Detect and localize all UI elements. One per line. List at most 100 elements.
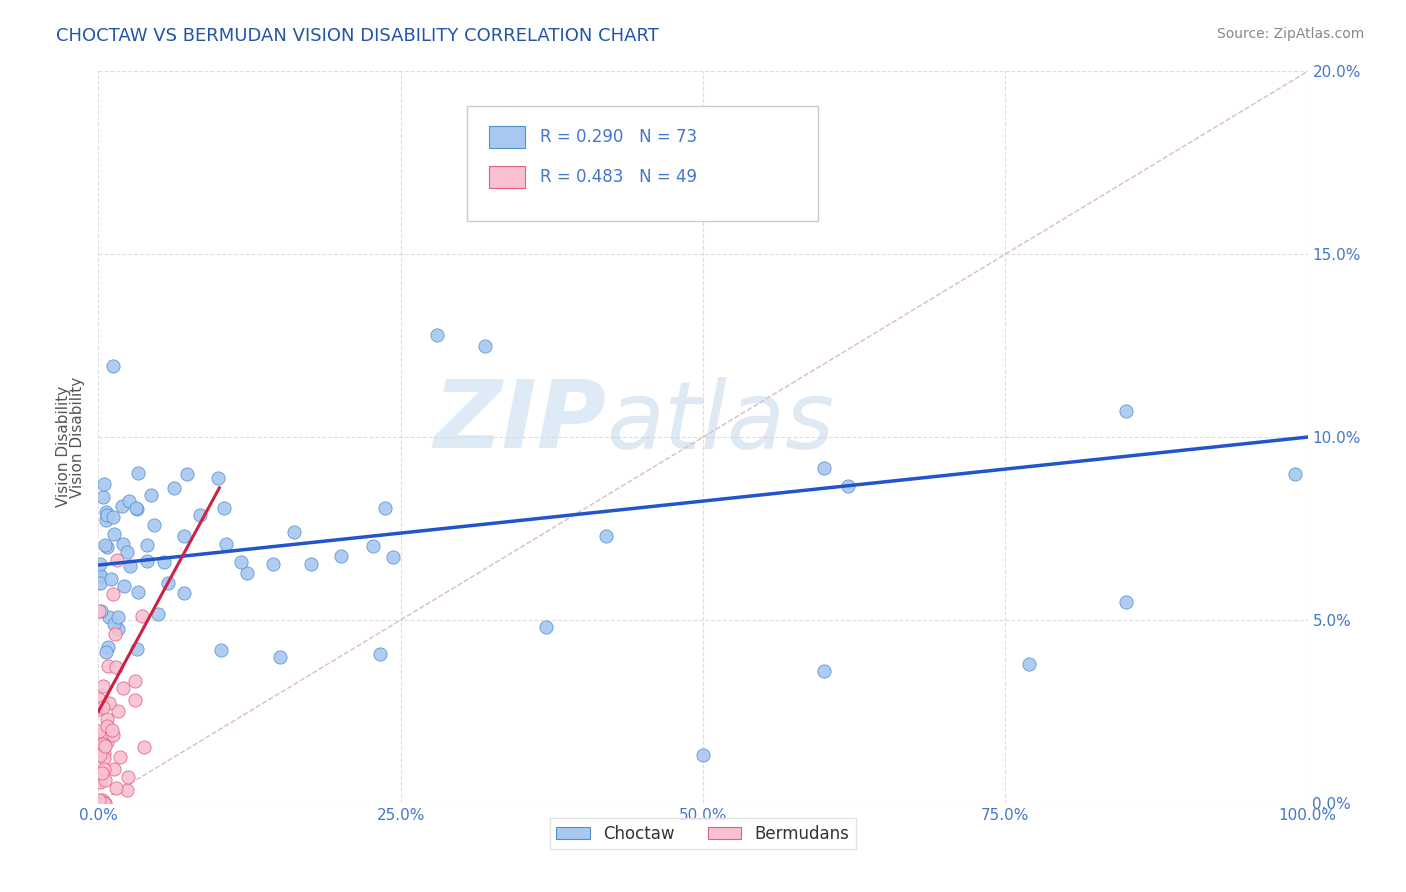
Point [96, 508, 118, 523]
Text: atlas: atlas [606, 377, 835, 468]
Point [692, 748, 714, 763]
Point [1115, 594, 1137, 608]
Point [96, 734, 118, 748]
Point [152, 555, 174, 569]
Point [107, 704, 129, 718]
Point [361, 539, 384, 553]
Point [105, 660, 128, 674]
Point [111, 537, 134, 551]
Point [90, 739, 112, 754]
Point [215, 537, 238, 551]
Point [111, 499, 134, 513]
Y-axis label: Vision Disability: Vision Disability [69, 376, 84, 498]
Point [104, 627, 127, 641]
Point [97, 659, 120, 673]
Point [91, 793, 114, 807]
Point [93, 762, 115, 776]
Point [91, 700, 114, 714]
Bar [489, 167, 526, 188]
Point [93, 796, 115, 810]
Point [127, 585, 149, 599]
Point [91, 490, 114, 504]
Point [101, 728, 124, 742]
Point [262, 557, 284, 571]
Point [91, 728, 114, 742]
Point [89, 772, 111, 787]
Point [100, 572, 122, 586]
Point [136, 538, 159, 552]
Point [813, 461, 835, 475]
Point [91, 737, 114, 751]
Point [96, 726, 118, 740]
Point [131, 609, 153, 624]
Point [97, 640, 120, 654]
Point [87, 604, 110, 618]
Point [115, 782, 138, 797]
Point [299, 557, 322, 571]
Point [91, 679, 114, 693]
Point [117, 770, 139, 784]
Point [214, 501, 236, 516]
Point [111, 681, 134, 695]
FancyBboxPatch shape [467, 106, 818, 221]
Point [283, 524, 305, 539]
Point [91, 766, 114, 780]
Point [381, 550, 404, 565]
Point [176, 467, 198, 481]
Point [229, 555, 252, 569]
Point [103, 587, 125, 601]
Point [93, 746, 115, 760]
Point [269, 649, 291, 664]
Point [668, 120, 690, 134]
Point [1018, 657, 1040, 671]
Point [534, 620, 557, 634]
Point [103, 617, 125, 632]
Point [97, 609, 120, 624]
Point [97, 696, 120, 710]
Point [426, 327, 449, 342]
Point [837, 479, 859, 493]
Point [1284, 467, 1306, 481]
Point [89, 747, 111, 762]
Point [94, 513, 117, 527]
Point [1115, 404, 1137, 418]
Point [101, 359, 124, 374]
Text: ZIP: ZIP [433, 376, 606, 468]
Point [107, 622, 129, 636]
Text: R = 0.483   N = 49: R = 0.483 N = 49 [540, 169, 697, 186]
Point [89, 557, 111, 571]
Point [329, 549, 352, 564]
Point [118, 493, 141, 508]
Point [104, 780, 127, 795]
Point [96, 719, 118, 733]
Point [89, 576, 111, 591]
Point [474, 338, 496, 352]
Point [94, 505, 117, 519]
Point [148, 607, 170, 621]
Point [96, 712, 118, 726]
Point [89, 568, 111, 582]
Point [87, 793, 110, 807]
Point [94, 727, 117, 741]
Point [90, 570, 112, 584]
Text: Vision Disability: Vision Disability [56, 385, 70, 507]
Point [87, 702, 110, 716]
Point [94, 538, 117, 552]
Point [93, 773, 115, 788]
Point [124, 674, 146, 689]
Point [89, 692, 111, 706]
Point [93, 751, 115, 765]
Point [813, 664, 835, 678]
Point [157, 575, 180, 590]
Text: CHOCTAW VS BERMUDAN VISION DISABILITY CORRELATION CHART: CHOCTAW VS BERMUDAN VISION DISABILITY CO… [56, 27, 659, 45]
Point [127, 467, 149, 481]
Point [173, 529, 195, 543]
Point [108, 749, 131, 764]
Point [139, 488, 162, 502]
Point [173, 585, 195, 599]
Point [209, 643, 232, 657]
Point [117, 545, 139, 559]
Point [118, 559, 141, 574]
Point [127, 642, 149, 657]
Bar [489, 127, 526, 148]
